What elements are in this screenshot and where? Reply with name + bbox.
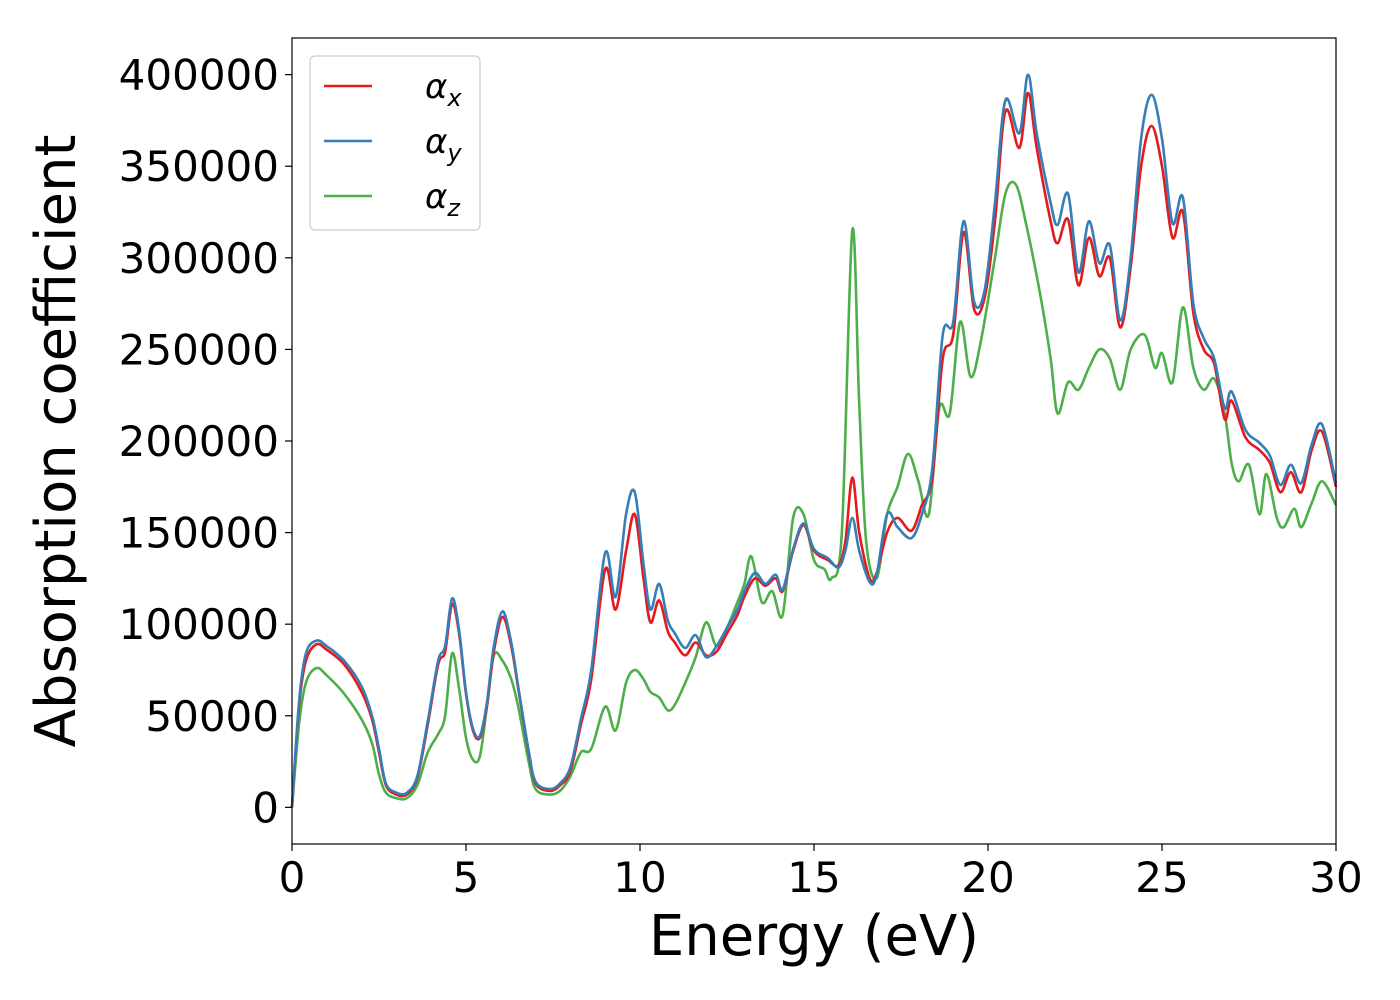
x-tick-label: 5	[453, 853, 480, 902]
x-axis-label: Energy (eV)	[649, 904, 979, 969]
x-tick-label: 30	[1309, 853, 1362, 902]
y-axis-label: Absorption coefficient	[24, 135, 89, 748]
legend-label-z: αz	[425, 177, 461, 222]
legend-label-x: αx	[425, 67, 462, 112]
legend-subscript: x	[446, 84, 462, 112]
x-tick-label: 25	[1135, 853, 1188, 902]
y-tick-label: 200000	[119, 417, 279, 466]
x-axis: 0 5 10 15 20 25 30	[279, 844, 1363, 902]
y-tick-label: 400000	[119, 51, 279, 100]
series-line-z	[290, 180, 1338, 808]
x-tick-label: 10	[613, 853, 666, 902]
x-tick-label: 20	[961, 853, 1014, 902]
y-tick-label: 250000	[119, 325, 279, 374]
y-tick-label: 150000	[119, 509, 279, 558]
y-axis: 0 50000 100000 150000 200000 250000 300000 3500…	[119, 51, 292, 832]
legend-subscript: y	[446, 139, 462, 167]
legend-symbol: α	[425, 67, 447, 107]
legend-subscript: z	[446, 194, 461, 222]
y-tick-label: 0	[252, 783, 279, 832]
legend-symbol: α	[425, 177, 447, 217]
y-tick-label: 50000	[145, 692, 279, 741]
series-layer	[290, 73, 1338, 808]
y-tick-label: 350000	[119, 142, 279, 191]
legend-box	[309, 55, 481, 231]
series-line-y	[290, 73, 1338, 808]
x-tick-label: 15	[787, 853, 840, 902]
legend-symbol: α	[425, 122, 447, 162]
x-tick-label: 0	[279, 853, 306, 902]
legend-label-y: αy	[425, 122, 462, 167]
y-tick-label: 300000	[119, 234, 279, 283]
y-tick-label: 100000	[119, 600, 279, 649]
